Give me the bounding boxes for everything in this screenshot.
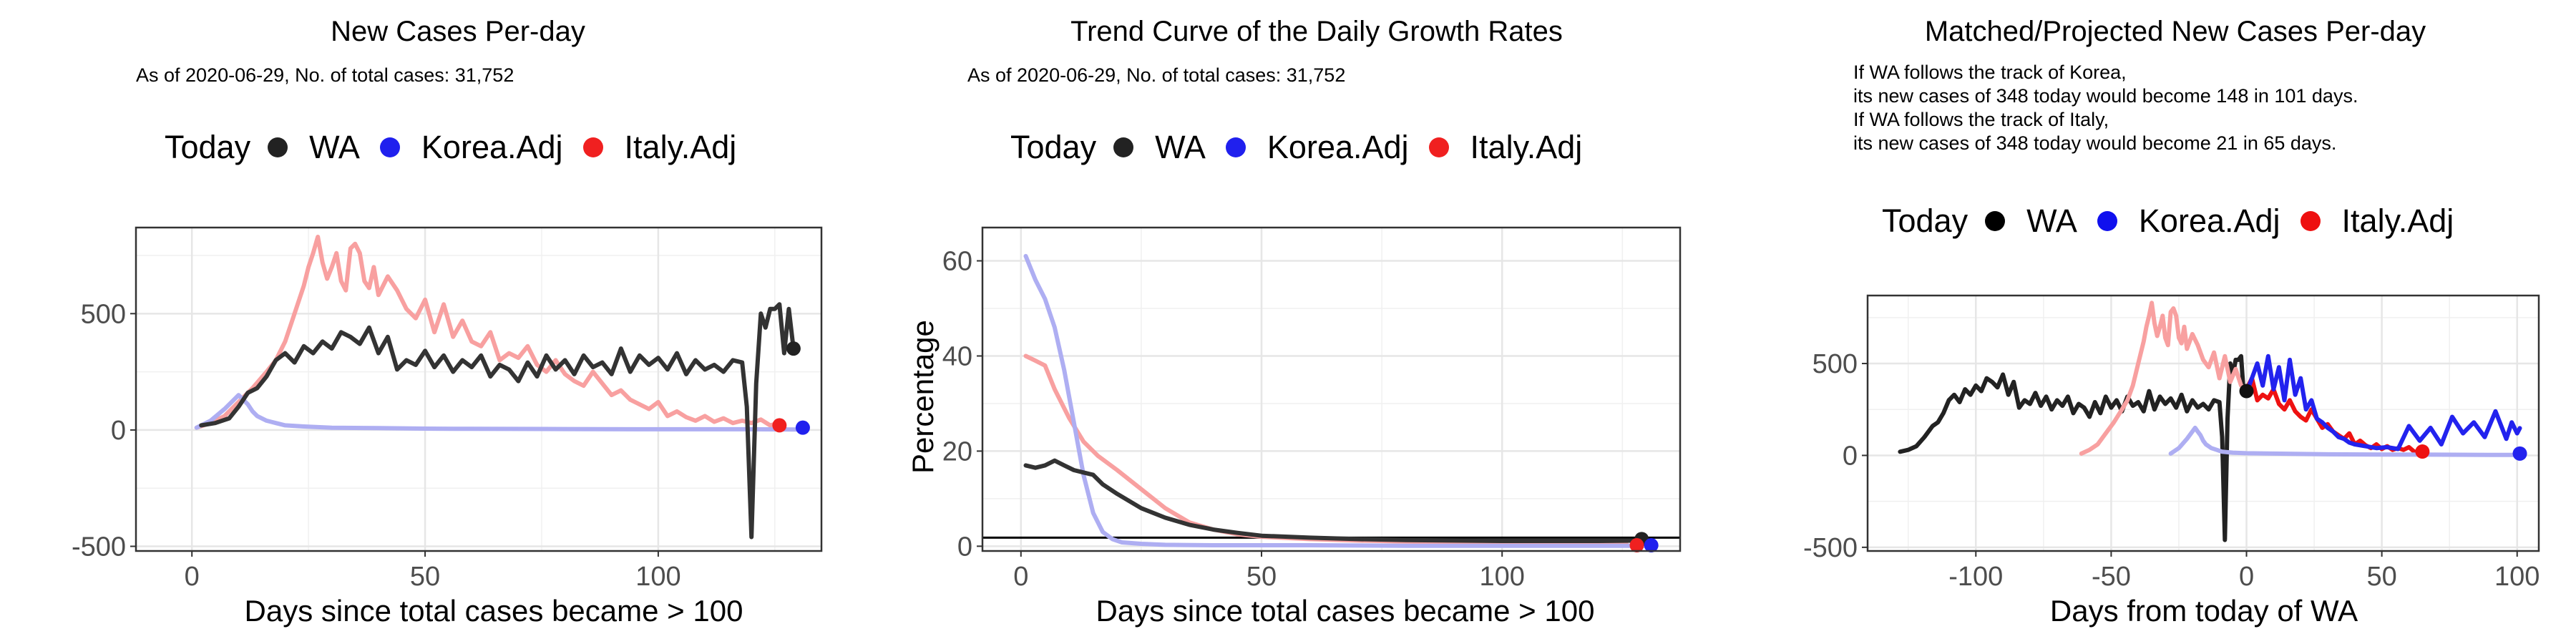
- today-point-korea-adj: [1644, 538, 1659, 553]
- series-line-korea-adj: [194, 393, 801, 432]
- y-tick-label: 0: [1843, 441, 1858, 471]
- legend-label: Italy.Adj: [624, 129, 737, 165]
- chart-plot-1: 0 50 100 -500 0 500: [72, 226, 823, 592]
- legend-label: Korea.Adj: [1267, 129, 1409, 165]
- chart-title: Matched/Projected New Cases Per-day: [1924, 16, 2426, 47]
- chart-legend: Today WA Korea.Adj Italy.Adj: [165, 129, 756, 166]
- series-line-italy-adj: [2079, 301, 2249, 456]
- today-point-wa: [786, 341, 801, 356]
- chart-panel-1: New Cases Per-day As of 2020-06-29, No. …: [0, 0, 859, 644]
- series-line-korea-adj: [1023, 253, 1649, 548]
- plot-background: [136, 228, 821, 551]
- legend-dot-icon: [1113, 137, 1134, 157]
- note-line: its new cases of 348 today would become …: [1853, 132, 2337, 154]
- legend-item-wa: WA: [1113, 129, 1206, 166]
- projection-notes: If WA follows the track of Korea, its ne…: [1853, 61, 2358, 155]
- today-point-korea-adj: [795, 420, 810, 435]
- legend-title: Today: [1010, 129, 1097, 165]
- x-tick-label: 0: [1013, 562, 1028, 592]
- note-line: If WA follows the track of Italy,: [1853, 109, 2109, 130]
- legend-label: Korea.Adj: [421, 129, 563, 165]
- chart-subtitle: As of 2020-06-29, No. of total cases: 31…: [136, 64, 514, 86]
- legend-item-korea: Korea.Adj: [379, 129, 563, 166]
- chart-plot-2: 0 50 100 0 20 40 60: [942, 226, 1682, 592]
- x-tick-label: 0: [2239, 562, 2254, 592]
- x-axis-label: Days since total cases became > 100: [244, 594, 743, 628]
- legend-dot-icon: [1225, 137, 1246, 157]
- chart-title: Trend Curve of the Daily Growth Rates: [1070, 16, 1563, 47]
- chart-subtitle: As of 2020-06-29, No. of total cases: 31…: [967, 64, 1346, 86]
- today-point-korea-adj: [2512, 446, 2527, 461]
- legend-label: WA: [309, 129, 360, 165]
- series-line-wa: [1898, 353, 2249, 542]
- x-axis-label: Days from today of WA: [2049, 594, 2358, 628]
- legend-label: WA: [2026, 203, 2077, 239]
- today-point-italy-adj: [772, 418, 787, 433]
- legend-item-italy: Italy.Adj: [1428, 129, 1583, 166]
- y-axis-label: Percentage: [906, 320, 940, 474]
- plot-background: [982, 228, 1680, 551]
- x-tick-label: 50: [410, 562, 440, 592]
- legend-item-korea: Korea.Adj: [2097, 203, 2280, 240]
- plot-background: [1868, 296, 2539, 551]
- series-line-korea-adj: [2168, 425, 2522, 457]
- series-line-wa: [199, 302, 796, 540]
- legend-dot-icon: [2300, 211, 2321, 231]
- legend-dot-icon: [1985, 211, 2006, 231]
- x-tick-label: 100: [635, 562, 680, 592]
- note-line: If WA follows the track of Korea,: [1853, 62, 2127, 83]
- y-tick-label: -500: [72, 532, 126, 562]
- x-tick-label: 50: [1246, 562, 1277, 592]
- legend-item-wa: WA: [1985, 203, 2077, 240]
- legend-label: Korea.Adj: [2138, 203, 2280, 239]
- x-tick-label: 100: [1480, 562, 1525, 592]
- y-tick-label: 0: [111, 416, 126, 446]
- series-line-korea-adj-projected-: [2244, 353, 2522, 452]
- legend-title: Today: [1882, 203, 1968, 239]
- chart-legend: Today WA Korea.Adj Italy.Adj: [1882, 203, 2474, 240]
- legend-item-korea: Korea.Adj: [1225, 129, 1409, 166]
- x-tick-label: 100: [2494, 562, 2540, 592]
- legend-label: Italy.Adj: [1470, 129, 1583, 165]
- chart-panel-2: Trend Curve of the Daily Growth Rates As…: [859, 0, 1717, 644]
- legend-label: WA: [1155, 129, 1206, 165]
- plot-border: [981, 226, 1682, 552]
- series-line-italy-adj: [194, 235, 782, 430]
- legend-item-italy: Italy.Adj: [2300, 203, 2454, 240]
- chart-legend: Today WA Korea.Adj Italy.Adj: [1010, 129, 1602, 166]
- legend-dot-icon: [1428, 137, 1449, 157]
- plot-border: [135, 226, 823, 552]
- y-tick-label: 500: [81, 299, 126, 329]
- today-point-italy-adj: [1629, 538, 1644, 553]
- x-tick-label: -50: [2092, 562, 2131, 592]
- x-tick-label: 0: [185, 562, 200, 592]
- y-tick-label: 20: [942, 436, 972, 467]
- legend-title: Today: [165, 129, 251, 165]
- legend-dot-icon: [379, 137, 400, 157]
- legend-label: Italy.Adj: [2341, 203, 2454, 239]
- legend-dot-icon: [582, 137, 603, 157]
- today-point-wa: [2239, 384, 2254, 399]
- x-axis-label: Days since total cases became > 100: [1096, 594, 1595, 628]
- x-tick-label: 50: [2366, 562, 2396, 592]
- note-line: its new cases of 348 today would become …: [1853, 85, 2358, 107]
- legend-dot-icon: [2097, 211, 2117, 231]
- today-point-italy-adj: [2415, 444, 2430, 459]
- chart-title: New Cases Per-day: [331, 16, 585, 47]
- legend-item-wa: WA: [268, 129, 360, 166]
- y-tick-label: 0: [957, 532, 972, 562]
- y-tick-label: 500: [1813, 349, 1858, 379]
- legend-item-italy: Italy.Adj: [582, 129, 737, 166]
- chart-panel-3: Matched/Projected New Cases Per-day If W…: [1717, 0, 2576, 644]
- y-tick-label: 40: [942, 341, 972, 371]
- y-tick-label: -500: [1803, 533, 1858, 563]
- legend-dot-icon: [268, 137, 288, 157]
- plot-border: [1866, 294, 2540, 552]
- y-tick-label: 60: [942, 247, 972, 277]
- series-line-wa: [1023, 458, 1644, 543]
- x-tick-label: -100: [1948, 562, 2003, 592]
